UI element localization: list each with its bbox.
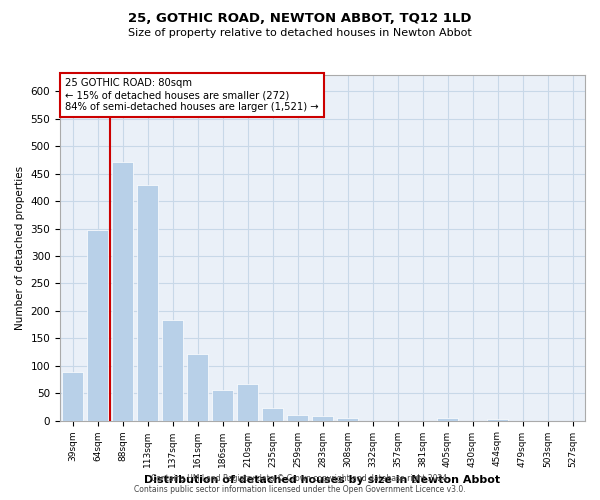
Bar xyxy=(62,372,83,420)
X-axis label: Distribution of detached houses by size in Newton Abbot: Distribution of detached houses by size … xyxy=(145,475,500,485)
Bar xyxy=(112,162,133,420)
Text: 25, GOTHIC ROAD, NEWTON ABBOT, TQ12 1LD: 25, GOTHIC ROAD, NEWTON ABBOT, TQ12 1LD xyxy=(128,12,472,26)
Bar xyxy=(287,414,308,420)
Bar xyxy=(437,418,458,420)
Bar xyxy=(187,354,208,420)
Y-axis label: Number of detached properties: Number of detached properties xyxy=(15,166,25,330)
Bar xyxy=(237,384,258,420)
Text: 25 GOTHIC ROAD: 80sqm
← 15% of detached houses are smaller (272)
84% of semi-det: 25 GOTHIC ROAD: 80sqm ← 15% of detached … xyxy=(65,78,319,112)
Bar xyxy=(162,320,183,420)
Bar xyxy=(87,230,108,420)
Bar xyxy=(337,418,358,420)
Text: Size of property relative to detached houses in Newton Abbot: Size of property relative to detached ho… xyxy=(128,28,472,38)
Bar xyxy=(487,419,508,420)
Text: Contains HM Land Registry data © Crown copyright and database right 2024.
Contai: Contains HM Land Registry data © Crown c… xyxy=(134,474,466,494)
Bar xyxy=(137,184,158,420)
Bar xyxy=(262,408,283,420)
Bar xyxy=(212,390,233,420)
Bar xyxy=(312,416,333,420)
